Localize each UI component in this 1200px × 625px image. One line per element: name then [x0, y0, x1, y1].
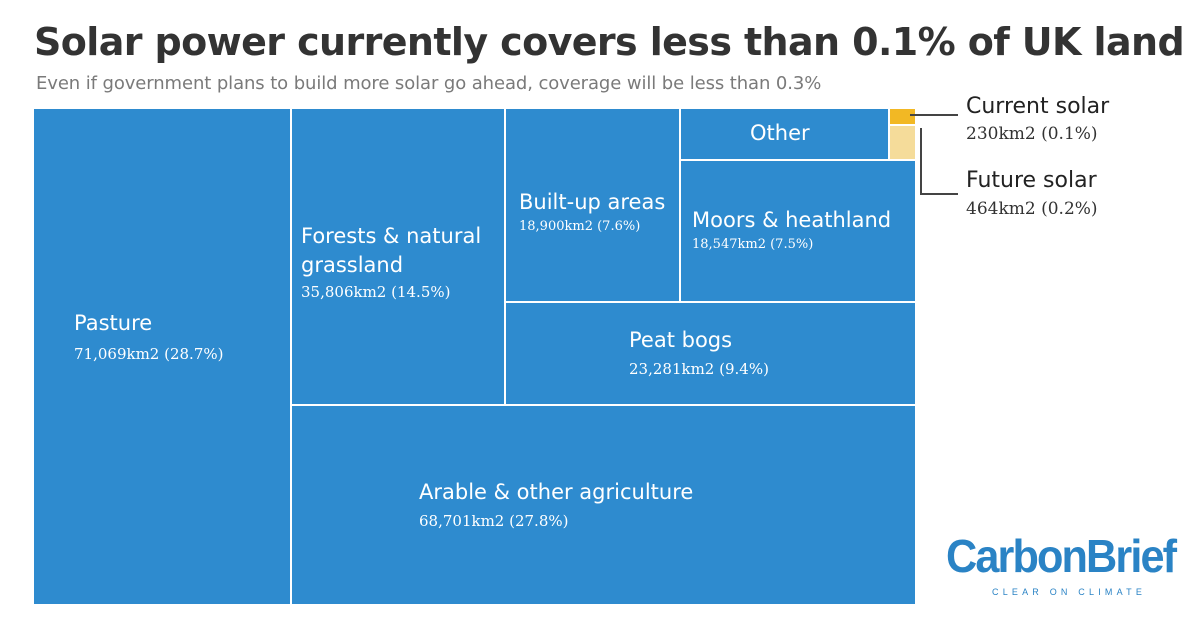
tile-forests: Forests & natural grassland 35,806km2 (1…	[291, 108, 505, 405]
tile-pasture-value: 71,069km2 (28.7%)	[74, 345, 224, 363]
tile-pasture-label: Pasture	[74, 311, 153, 335]
tile-builtup: Built-up areas 18,900km2 (7.6%)	[505, 108, 680, 302]
future-solar-connector-horizontal	[920, 193, 958, 195]
tile-builtup-label: Built-up areas	[519, 190, 666, 214]
tile-peat-label: Peat bogs	[629, 328, 733, 352]
chart-title: Solar power currently covers less than 0…	[34, 20, 1185, 64]
future-solar-value: 464km2 (0.2%)	[966, 199, 1098, 219]
carbonbrief-logo: CarbonBrief	[946, 530, 1177, 582]
tile-forests-label-line-2: grassland	[301, 253, 404, 277]
logo-tagline: CLEAR ON CLIMATE	[992, 587, 1147, 597]
future-solar-label: Future solar	[966, 168, 1097, 193]
tile-peat-value: 23,281km2 (9.4%)	[629, 360, 769, 378]
tile-arable: Arable & other agriculture 68,701km2 (27…	[291, 405, 916, 605]
current-solar-connector	[910, 114, 958, 116]
tile-moors: Moors & heathland 18,547km2 (7.5%)	[680, 160, 916, 302]
tile-pasture: Pasture 71,069km2 (28.7%)	[33, 108, 291, 605]
future-solar-connector-vertical	[920, 128, 922, 194]
tile-moors-label: Moors & heathland	[692, 208, 892, 232]
tile-future-solar	[889, 125, 916, 160]
tile-peat: Peat bogs 23,281km2 (9.4%)	[505, 302, 916, 405]
tile-forests-label-line-1: Forests & natural	[301, 224, 482, 248]
chart-subtitle: Even if government plans to build more s…	[36, 73, 822, 94]
tile-current-solar	[889, 108, 916, 125]
tile-builtup-value: 18,900km2 (7.6%)	[519, 219, 641, 234]
tile-forests-value: 35,806km2 (14.5%)	[301, 283, 451, 301]
tile-other: Other	[680, 108, 889, 160]
tile-other-label: Other	[750, 121, 810, 145]
current-solar-value: 230km2 (0.1%)	[966, 124, 1098, 144]
tile-arable-value: 68,701km2 (27.8%)	[419, 512, 569, 530]
tile-moors-value: 18,547km2 (7.5%)	[692, 237, 814, 252]
current-solar-label: Current solar	[966, 94, 1110, 119]
treemap: Pasture 71,069km2 (28.7%) Arable & other…	[33, 108, 916, 605]
tile-arable-label: Arable & other agriculture	[419, 480, 694, 504]
